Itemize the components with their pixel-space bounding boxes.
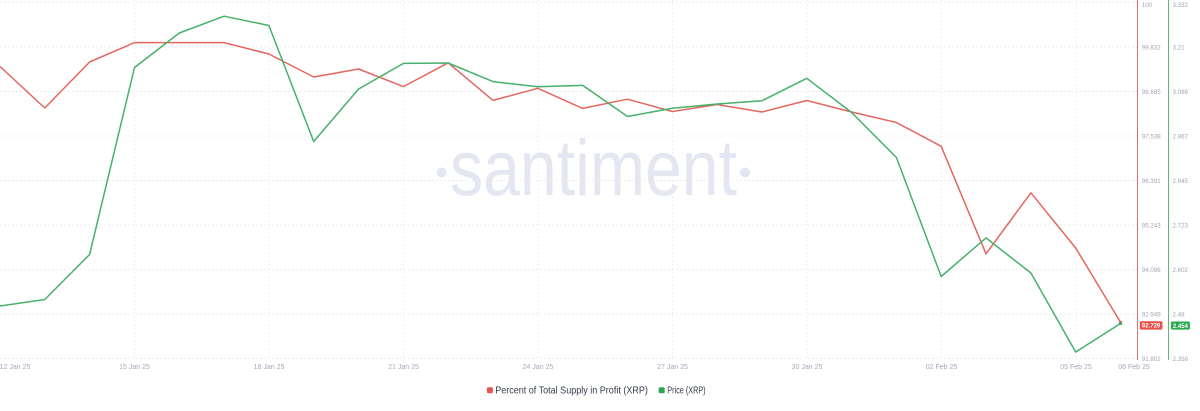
svg-text:Price (XRP): Price (XRP) [667,386,705,397]
svg-text:92.949: 92.949 [1142,312,1161,319]
svg-text:12 Jan 25: 12 Jan 25 [0,364,30,371]
svg-text:92.729: 92.729 [1142,324,1161,330]
svg-text:2.845: 2.845 [1173,178,1189,185]
svg-text:Percent of Total Supply in Pro: Percent of Total Supply in Profit (XRP) [495,386,648,397]
svg-text:15 Jan 25: 15 Jan 25 [119,364,150,371]
svg-text:05 Feb 25: 05 Feb 25 [1060,364,1092,371]
svg-text:2.967: 2.967 [1173,134,1189,141]
svg-text:100: 100 [1142,2,1153,9]
svg-text:02 Feb 25: 02 Feb 25 [926,364,958,371]
svg-text:2.723: 2.723 [1173,223,1189,230]
svg-text:3.21: 3.21 [1173,45,1186,52]
svg-text:95.243: 95.243 [1142,223,1161,230]
svg-text:96.391: 96.391 [1142,178,1161,185]
svg-text:18 Jan 25: 18 Jan 25 [254,364,285,371]
svg-text:30 Jan 25: 30 Jan 25 [792,364,823,371]
svg-text:24 Jan 25: 24 Jan 25 [523,364,554,371]
svg-text:3.332: 3.332 [1173,2,1189,9]
svg-text:2.454: 2.454 [1173,324,1189,330]
svg-text:97.538: 97.538 [1142,134,1161,141]
svg-text:3.088: 3.088 [1173,89,1189,96]
svg-text:2.358: 2.358 [1173,356,1189,363]
svg-text:27 Jan 25: 27 Jan 25 [657,364,688,371]
svg-text:94.096: 94.096 [1142,267,1161,274]
svg-text:98.685: 98.685 [1142,89,1161,96]
svg-text:06 Feb 25: 06 Feb 25 [1118,364,1150,371]
svg-text:21 Jan 25: 21 Jan 25 [388,364,419,371]
svg-text:99.832: 99.832 [1142,45,1161,52]
svg-text:91.802: 91.802 [1142,356,1161,363]
svg-text:2.602: 2.602 [1173,267,1189,274]
svg-text:santiment: santiment [450,123,737,212]
svg-text:2.48: 2.48 [1173,312,1186,319]
